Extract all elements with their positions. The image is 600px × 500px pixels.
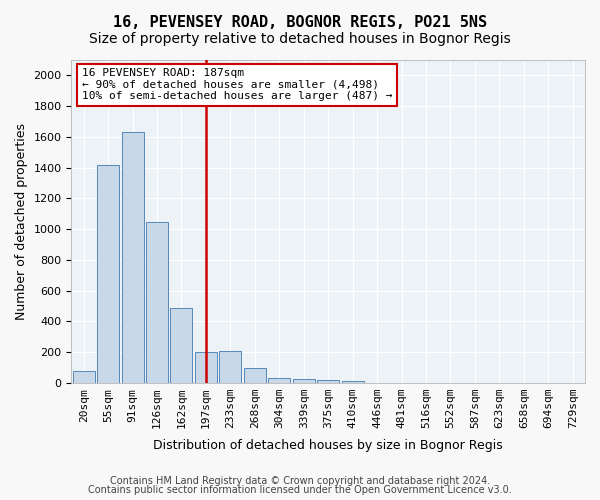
Bar <box>220 352 241 383</box>
Bar <box>146 222 168 383</box>
Bar <box>268 378 290 383</box>
Bar <box>293 379 315 383</box>
Y-axis label: Number of detached properties: Number of detached properties <box>15 123 28 320</box>
Text: Contains public sector information licensed under the Open Government Licence v3: Contains public sector information licen… <box>88 485 512 495</box>
Bar <box>317 380 339 383</box>
Bar <box>73 372 95 383</box>
Bar <box>97 164 119 383</box>
Bar <box>244 368 266 383</box>
Bar <box>122 132 143 383</box>
X-axis label: Distribution of detached houses by size in Bognor Regis: Distribution of detached houses by size … <box>154 440 503 452</box>
Bar <box>195 352 217 383</box>
Text: 16 PEVENSEY ROAD: 187sqm
← 90% of detached houses are smaller (4,498)
10% of sem: 16 PEVENSEY ROAD: 187sqm ← 90% of detach… <box>82 68 392 102</box>
Text: 16, PEVENSEY ROAD, BOGNOR REGIS, PO21 5NS: 16, PEVENSEY ROAD, BOGNOR REGIS, PO21 5N… <box>113 15 487 30</box>
Bar <box>341 382 364 383</box>
Text: Contains HM Land Registry data © Crown copyright and database right 2024.: Contains HM Land Registry data © Crown c… <box>110 476 490 486</box>
Bar <box>170 308 193 383</box>
Text: Size of property relative to detached houses in Bognor Regis: Size of property relative to detached ho… <box>89 32 511 46</box>
